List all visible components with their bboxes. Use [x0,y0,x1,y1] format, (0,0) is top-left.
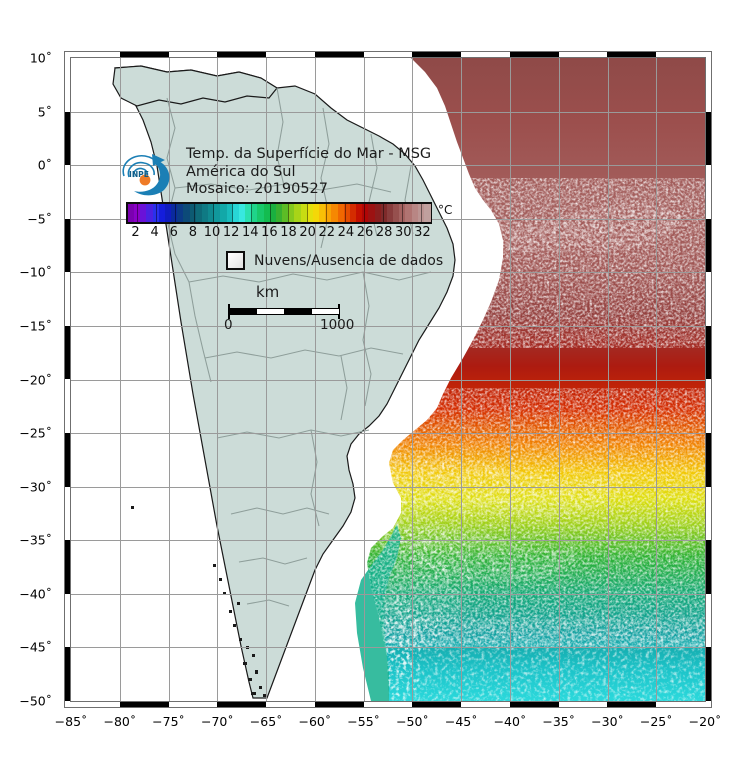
y-axis-tick-label: 0˚ [37,157,52,173]
gridline-parallel [71,486,705,488]
x-axis-tick-label: −65˚ [249,714,283,729]
x-axis-tick-label: −30˚ [591,714,624,729]
frame-rail-top [64,51,712,58]
y-axis-tick-label: −45˚ [19,639,52,655]
gridline-parallel [71,647,705,649]
frame-outline-inner [70,57,706,702]
frame-band-bottom [412,701,462,708]
x-axis-tick-label: −60˚ [298,714,332,729]
y-axis-tick-label: −30˚ [19,479,52,495]
y-axis-tick-label: 10˚ [29,50,52,66]
x-axis-tick-label: −45˚ [444,714,478,729]
x-axis-tick-label: −35˚ [542,714,576,729]
frame-band-right [705,540,712,594]
frame-band-right [705,218,712,273]
frame-band-left [64,111,71,166]
x-axis-tick-label: −70˚ [200,714,234,729]
y-axis-tick-label: −40˚ [19,586,52,602]
frame-band-right [705,433,712,487]
map-canvas [71,58,705,701]
frame-band-top [607,51,657,58]
x-axis-tick-label: −40˚ [493,714,527,729]
gridline-parallel [71,433,705,435]
frame-band-left [64,433,71,487]
frame-band-right [705,325,712,380]
x-axis-tick-label: −20˚ [688,714,722,729]
y-axis-tick-label: −20˚ [19,372,52,387]
frame-band-left [64,218,71,273]
frame-band-top [509,51,559,58]
frame-band-left [64,325,71,380]
frame-band-bottom [607,701,657,708]
frame-outline-outer [64,51,712,708]
y-axis-tick-label: −50˚ [19,693,52,709]
y-axis-tick-label: −10˚ [19,264,52,280]
x-axis-tick-label: −50˚ [396,714,429,729]
y-axis-tick-label: −5˚ [27,211,52,227]
y-axis-tick-label: 5˚ [37,104,52,120]
frame-band-right [705,111,712,166]
gridline-parallel [71,540,705,542]
x-axis-tick-label: −85˚ [54,714,88,729]
x-axis-tick-label: −80˚ [103,714,137,729]
frame-band-left [64,540,71,594]
x-axis-labels: −85˚ −80˚ −75˚ −70˚ −65˚ −60˚ −55˚ −50˚ −45˚ −40˚… [55,712,722,740]
gridline-parallel [71,165,705,167]
gridline-parallel [71,272,705,274]
frame-rail-left [64,51,71,708]
frame-band-bottom [217,701,267,708]
frame-rail-right [705,51,712,708]
frame-band-left [64,647,71,701]
frame-band-top [412,51,462,58]
gridline-parallel [71,111,705,113]
frame-rail-bottom [64,701,712,708]
gridline-parallel [71,325,705,327]
y-axis-tick-label: −15˚ [19,318,52,334]
gridline-parallel [71,379,705,381]
y-axis-labels: 10˚ 5˚ 0˚ −5˚ −10˚ −15˚ −20˚ −25˚ −30˚ −35˚ −40˚ −4… [0,50,58,709]
y-axis-tick-label: −25˚ [19,425,52,441]
frame-band-bottom [509,701,559,708]
frame-band-bottom [119,701,169,708]
frame-band-right [705,647,712,701]
gridline-parallel [71,593,705,595]
map-plot-area [64,51,712,708]
y-axis-tick-label: −35˚ [19,532,52,548]
frame-band-top [314,51,364,58]
x-axis-tick-label: −25˚ [639,714,673,729]
frame-band-top [119,51,169,58]
land-layer [71,58,705,701]
x-axis-tick-label: −75˚ [152,714,185,729]
frame-band-top [217,51,267,58]
frame-band-bottom [314,701,364,708]
x-axis-tick-label: −55˚ [347,714,380,729]
